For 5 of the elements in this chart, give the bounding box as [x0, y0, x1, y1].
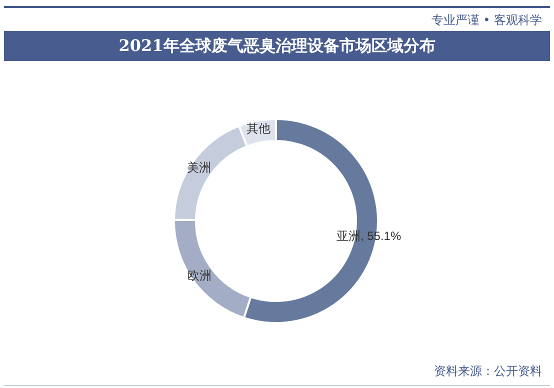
text: 资料来源：公开资料: [434, 363, 542, 380]
slice-label: 美洲: [186, 160, 211, 174]
text: 专业严谨 • 客观科学: [431, 12, 542, 29]
slice-label: 其他: [246, 122, 271, 136]
chart-title: 2021年全球废气恶臭治理设备市场区域分布: [4, 31, 550, 61]
